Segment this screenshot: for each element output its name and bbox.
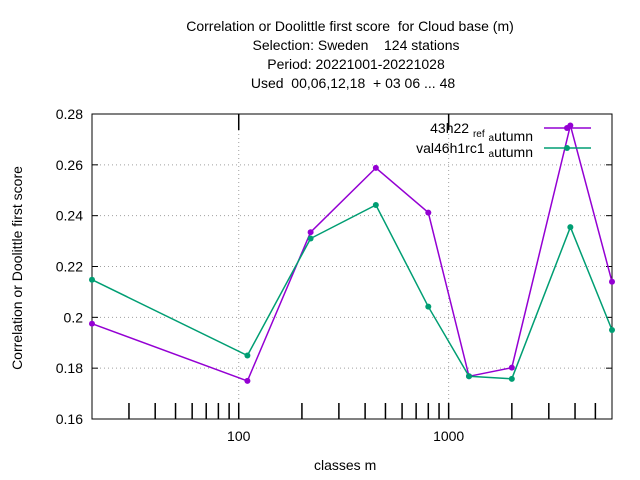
series-1-point [89, 320, 95, 327]
series-2-point [508, 375, 515, 382]
legend-marker-2 [564, 145, 570, 151]
series-1-point [372, 164, 379, 171]
chart-title-line-4: Used 00,06,12,18 + 03 06 ... 48 [250, 75, 456, 91]
x-axis-label: classes m [314, 457, 377, 473]
series-1-point [609, 278, 615, 285]
y-tick-label: 0.24 [56, 208, 83, 224]
y-tick-label: 0.16 [56, 411, 83, 427]
series-2-point [372, 201, 379, 208]
y-tick-label: 0.26 [56, 157, 83, 173]
y-tick-label: 0.22 [56, 259, 83, 275]
series-1-point [307, 229, 314, 236]
chart-title-line-3: Period: 20221001-20221028 [267, 56, 445, 72]
x-tick-label: 1000 [433, 428, 464, 444]
series-2-point [567, 224, 574, 231]
chart-title-line-2: Selection: Sweden 124 stations [252, 37, 460, 53]
y-tick-label: 0.18 [56, 360, 83, 376]
series-2-point [609, 327, 615, 334]
y-axis-label: Correlation or Doolittle first score [9, 166, 25, 370]
chart-title-line-1: Correlation or Doolittle first score for… [186, 18, 514, 34]
axis-ticks: 0.16 0.18 0.2 0.22 0.24 0.26 0.28 100 1000 [56, 106, 612, 444]
y-tick-label: 0.28 [56, 106, 83, 122]
series-1-point [244, 377, 251, 384]
series-line-1 [91, 125, 613, 382]
legend-marker-1 [564, 125, 570, 131]
x-tick-label: 100 [227, 428, 251, 444]
series-lines [89, 122, 615, 384]
legend-label-2: val46h1rc1 autumn [416, 140, 533, 160]
series-2-point [425, 303, 432, 310]
series-2-point [244, 352, 251, 359]
series-2-point [465, 373, 472, 380]
series-1-point [425, 209, 432, 216]
series-2-point [307, 235, 314, 242]
plot-frame [91, 113, 613, 420]
y-tick-label: 0.2 [64, 309, 84, 325]
legend-label-1: 43h22 ref autumn [430, 120, 533, 144]
series-2-point [89, 276, 95, 283]
series-1-point [508, 364, 515, 371]
grid [92, 114, 612, 419]
